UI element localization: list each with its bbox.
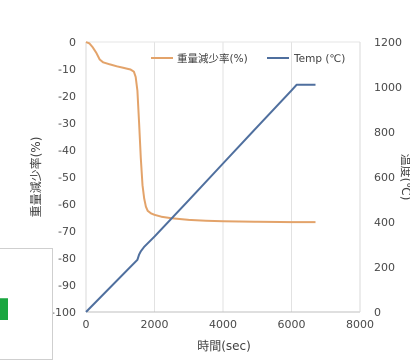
x-tick-label-1: 2000 xyxy=(141,318,169,331)
left-y-tick-label-4: -40 xyxy=(58,144,76,157)
x-axis-title: 時間(sec) xyxy=(197,339,251,353)
panel-edge-glyph: █ xyxy=(0,298,8,320)
right-y-tick-label-6: 1200 xyxy=(374,36,402,49)
left-y-axis-title: 重量減少率(%) xyxy=(28,137,43,218)
series-lines xyxy=(85,41,316,313)
x-tick-label-3: 6000 xyxy=(278,318,306,331)
left-y-tick-label-6: -60 xyxy=(58,198,76,211)
x-tick-label-2: 4000 xyxy=(209,318,237,331)
left-y-tick-label-10: -100 xyxy=(51,306,76,319)
left-y-tick-label-8: -80 xyxy=(58,252,76,265)
overlapping-panel xyxy=(0,248,53,360)
left-y-tick-label-7: -70 xyxy=(58,225,76,238)
x-tick-label-4: 8000 xyxy=(346,318,374,331)
left-y-tick-label-9: -90 xyxy=(58,279,76,292)
right-y-tick-label-5: 1000 xyxy=(374,81,402,94)
right-y-tick-label-1: 200 xyxy=(374,261,395,274)
legend-label-temp: Temp (℃) xyxy=(293,53,345,65)
left-y-tick-label-1: -10 xyxy=(58,63,76,76)
right-y-tick-label-0: 0 xyxy=(374,306,381,319)
series-line-0 xyxy=(85,41,316,224)
left-y-tick-label-5: -50 xyxy=(58,171,76,184)
vertical-gridlines xyxy=(154,42,292,312)
x-tick-label-0: 0 xyxy=(83,318,90,331)
legend: 重量減少率(%) Temp (℃) xyxy=(151,52,345,65)
tick-labels: 0 2000 4000 6000 80000-10-20-30-40-50-60-70-… xyxy=(51,36,402,331)
right-y-axis-title: 温度(℃) xyxy=(399,154,410,201)
right-y-tick-label-2: 400 xyxy=(374,216,395,229)
legend-label-weight-loss: 重量減少率(%) xyxy=(177,52,248,65)
left-y-tick-label-2: -20 xyxy=(58,90,76,103)
left-y-tick-label-0: 0 xyxy=(69,36,76,49)
right-y-tick-label-4: 800 xyxy=(374,126,395,139)
series-line-1 xyxy=(85,83,316,313)
right-y-tick-label-3: 600 xyxy=(374,171,395,184)
left-y-tick-label-3: -30 xyxy=(58,117,76,130)
